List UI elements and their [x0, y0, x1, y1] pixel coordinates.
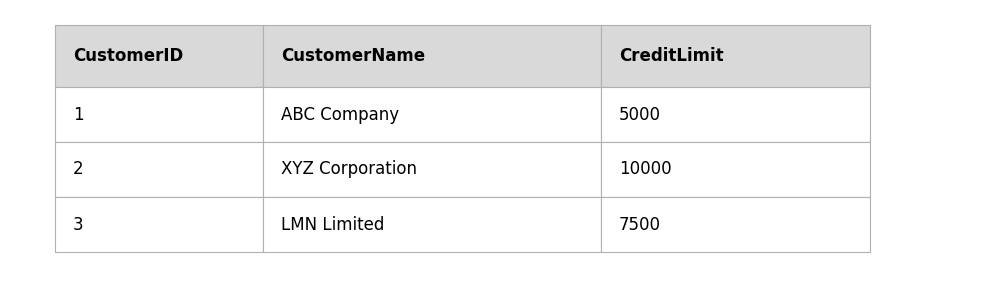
Text: XYZ Corporation: XYZ Corporation: [281, 160, 417, 178]
Bar: [55, 25, 263, 87]
Text: CustomerName: CustomerName: [281, 47, 425, 65]
Text: 1: 1: [73, 106, 84, 124]
Text: 5000: 5000: [619, 106, 661, 124]
Text: LMN Limited: LMN Limited: [281, 215, 384, 233]
Text: ABC Company: ABC Company: [281, 106, 399, 124]
Text: CreditLimit: CreditLimit: [619, 47, 724, 65]
Text: CustomerID: CustomerID: [73, 47, 183, 65]
Bar: [601, 87, 870, 142]
Bar: [601, 142, 870, 197]
Bar: [263, 25, 601, 87]
Text: 3: 3: [73, 215, 84, 233]
Text: 10000: 10000: [619, 160, 672, 178]
Bar: [263, 197, 601, 252]
Text: 7500: 7500: [619, 215, 661, 233]
Bar: [55, 197, 263, 252]
Text: 2: 2: [73, 160, 84, 178]
Bar: [601, 25, 870, 87]
Bar: [263, 87, 601, 142]
Bar: [263, 142, 601, 197]
Bar: [55, 142, 263, 197]
Bar: [601, 197, 870, 252]
Bar: [55, 87, 263, 142]
